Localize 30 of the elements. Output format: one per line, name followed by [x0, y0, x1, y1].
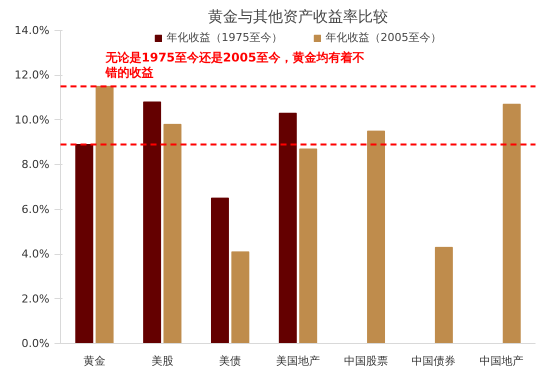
- bar: [367, 130, 386, 344]
- y-tick-label: 4.0%: [22, 248, 50, 261]
- chart-title: 黄金与其他资产收益率比较: [208, 8, 388, 26]
- bar: [434, 246, 453, 344]
- y-tick-label: 6.0%: [22, 202, 50, 216]
- y-tick-label: 10.0%: [14, 113, 50, 126]
- x-tick-label: 美债: [219, 354, 242, 368]
- y-tick-label: 8.0%: [22, 158, 50, 172]
- bar: [299, 148, 318, 344]
- y-tick-label: 0.0%: [22, 337, 50, 350]
- annotation: 无论是1975至今还是2005至今，黄金均有着不错的收益: [104, 50, 364, 80]
- y-tick-label: 2.0%: [22, 292, 50, 306]
- bar: [75, 144, 94, 344]
- x-tick-label: 中国地产: [480, 354, 524, 368]
- legend-label: 年化收益（1975至今）: [166, 30, 282, 45]
- bar: [96, 86, 114, 344]
- x-tick-label: 美股: [151, 354, 174, 368]
- legend-label: 年化收益（2005至今）: [326, 30, 442, 45]
- x-tick-label: 中国债券: [412, 354, 456, 368]
- x-tick-label: 中国股票: [344, 354, 388, 368]
- bar: [502, 104, 521, 344]
- bar: [143, 102, 162, 344]
- bar: [278, 112, 297, 344]
- bar: [231, 251, 250, 344]
- y-tick-label: 14.0%: [14, 24, 50, 37]
- x-tick-label: 黄金: [83, 354, 106, 368]
- x-tick-label: 美国地产: [276, 354, 320, 368]
- y-tick-label: 12.0%: [14, 68, 50, 82]
- bar: [210, 198, 229, 344]
- bar: [163, 124, 182, 344]
